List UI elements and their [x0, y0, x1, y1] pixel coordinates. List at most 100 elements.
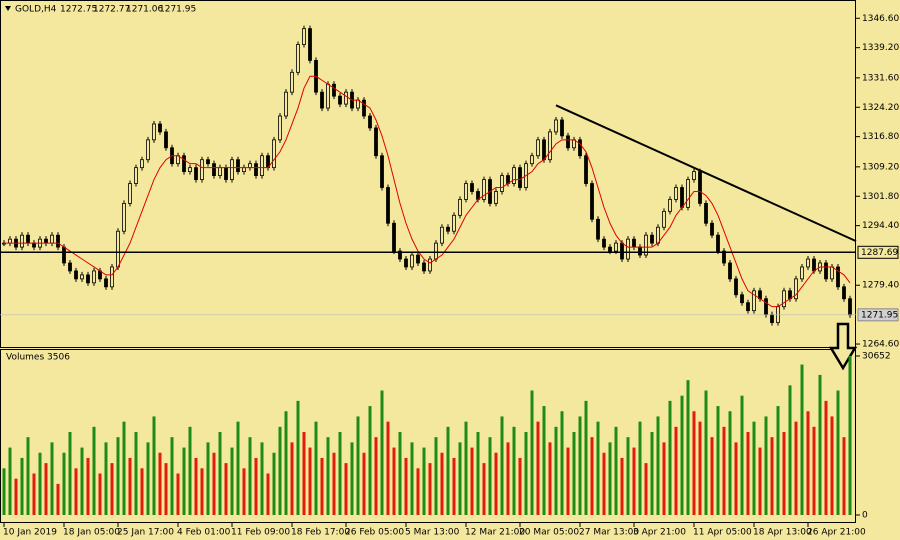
candle: [620, 242, 624, 260]
volume-bar: [626, 437, 630, 515]
x-tick-label: 26 Feb 05:00: [345, 528, 404, 538]
candle: [404, 258, 408, 268]
volume-bar: [782, 432, 786, 515]
volume-bar: [680, 395, 684, 515]
volume-bar: [578, 416, 582, 515]
volume-bar: [710, 437, 714, 515]
candle: [368, 115, 372, 129]
x-tick-label: 5 Mar 13:00: [405, 528, 460, 538]
candle: [836, 266, 840, 288]
volume-bar: [704, 390, 708, 515]
candle: [494, 191, 498, 204]
volume-bar: [122, 421, 126, 515]
volume-bar: [602, 452, 606, 515]
candle: [206, 159, 210, 165]
volume-bar: [824, 400, 828, 515]
volume-bar: [218, 432, 222, 515]
candle: [722, 250, 726, 264]
candle: [110, 266, 114, 288]
volume-bar: [164, 463, 168, 515]
candle: [74, 270, 78, 280]
x-tick-label: 18 Jan 05:00: [63, 528, 120, 538]
candle: [182, 155, 186, 173]
candle: [842, 286, 846, 300]
volume-bar: [128, 457, 132, 515]
candle: [224, 167, 228, 180]
candle: [320, 91, 324, 109]
candle: [290, 71, 294, 93]
candle: [308, 28, 312, 61]
volume-bar: [158, 452, 162, 515]
candle: [428, 258, 432, 272]
level-label: 1287.69: [861, 248, 898, 258]
candle: [410, 254, 414, 268]
candle: [32, 242, 36, 248]
volume-bar: [380, 390, 384, 515]
candle: [554, 119, 558, 133]
candle: [212, 163, 216, 176]
volume-bar: [62, 452, 66, 515]
candle: [500, 175, 504, 192]
candle: [392, 222, 396, 252]
current-price-box: [857, 308, 899, 322]
candle: [830, 266, 834, 280]
candle: [398, 250, 402, 260]
candle: [332, 83, 336, 97]
volume-bar: [50, 442, 54, 515]
candle: [518, 167, 522, 188]
volume-bar: [74, 468, 78, 515]
candle: [638, 246, 642, 256]
volume-bar: [620, 457, 624, 515]
x-tick-label: 18 Feb 17:00: [291, 528, 350, 538]
volume-bar: [554, 426, 558, 515]
volume-bar: [452, 457, 456, 515]
candle: [56, 234, 60, 248]
candle: [746, 302, 750, 312]
y-tick-label: 1264.60: [862, 340, 899, 350]
candle: [650, 234, 654, 244]
candle: [386, 187, 390, 224]
symbol: GOLD,H4: [15, 5, 57, 15]
price-frame: [0, 0, 856, 348]
candle: [236, 159, 240, 173]
candle: [632, 238, 636, 248]
candle: [20, 234, 24, 248]
volume-bar: [506, 442, 510, 515]
low: 1271.06: [126, 5, 163, 15]
volume-bar: [734, 442, 738, 515]
candle: [158, 123, 162, 133]
header: GOLD,H4 1272.75 1272.77 1271.06 1271.95: [5, 5, 196, 15]
volume-bar: [266, 473, 270, 515]
volume-bar: [788, 385, 792, 515]
volume-bar: [134, 432, 138, 515]
volume-bar: [212, 452, 216, 515]
candle: [194, 167, 198, 180]
candle: [218, 167, 222, 176]
x-tick-label: 4 Feb 01:00: [177, 528, 231, 538]
volume-bar: [458, 442, 462, 515]
candle: [44, 238, 48, 244]
volume-bar: [722, 426, 726, 515]
candle: [440, 226, 444, 244]
volume-bar: [290, 442, 294, 515]
volume-bar: [698, 421, 702, 515]
candle: [272, 139, 276, 169]
volume-bar: [338, 432, 342, 515]
candle: [284, 91, 288, 117]
candle: [824, 262, 828, 280]
candle: [200, 159, 204, 180]
candle: [8, 238, 12, 244]
candle: [584, 155, 588, 184]
candle: [800, 266, 804, 280]
candle: [578, 139, 582, 157]
volume-bar: [326, 437, 330, 515]
candle: [104, 278, 108, 288]
volume-bar: [116, 437, 120, 515]
volume-bar: [608, 442, 612, 515]
volume-bar: [38, 452, 42, 515]
volume-bar: [482, 463, 486, 515]
volume-bar: [146, 442, 150, 515]
volume-bar: [716, 406, 720, 515]
volume-bar: [422, 447, 426, 515]
